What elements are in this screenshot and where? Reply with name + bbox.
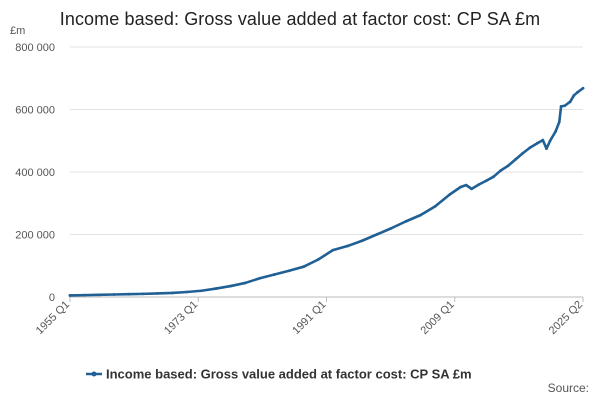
data-point: [545, 147, 548, 150]
y-tick-label: 0: [49, 292, 55, 304]
x-tick-label: 2009 Q1: [419, 299, 457, 337]
data-point: [141, 292, 145, 296]
data-point: [185, 290, 189, 294]
data-point: [514, 158, 517, 161]
data-point: [127, 292, 130, 296]
data-point: [484, 179, 488, 183]
series-layer: [68, 86, 585, 297]
data-point: [273, 273, 276, 276]
data-point: [563, 104, 567, 108]
data-point: [360, 239, 364, 243]
data-point: [346, 244, 349, 248]
x-tick-label: 1991 Q1: [290, 299, 328, 337]
data-point: [459, 185, 463, 189]
source-label: Source:: [547, 381, 589, 395]
data-point: [576, 90, 579, 94]
data-point: [404, 219, 408, 223]
data-point: [83, 293, 87, 297]
data-point: [581, 86, 585, 90]
x-tick-label: 1955 Q1: [34, 299, 72, 337]
data-point: [528, 146, 532, 150]
data-point: [448, 193, 452, 196]
data-point: [492, 175, 495, 179]
grid-layer: [70, 46, 583, 298]
data-point: [470, 187, 474, 191]
data-point: [389, 226, 393, 230]
data-point: [433, 204, 437, 208]
data-point: [243, 281, 247, 285]
data-point: [375, 233, 379, 236]
data-point: [112, 293, 116, 296]
data-point: [477, 183, 481, 186]
data-point: [541, 138, 545, 142]
x-tick-label: 2025 Q2: [547, 299, 585, 337]
series-line: [68, 86, 585, 297]
legend-swatch-marker: [91, 371, 97, 377]
data-point: [572, 94, 576, 97]
data-point: [68, 294, 72, 297]
data-point: [97, 293, 101, 297]
legend-label[interactable]: Income based: Gross value added at facto…: [106, 367, 472, 382]
data-point: [287, 269, 291, 273]
axis-layer: 0 200 000 400 000 600 000 800 000 1955 Q1 1973…: [15, 42, 585, 337]
data-point: [214, 287, 218, 290]
data-point: [302, 265, 306, 269]
data-point: [535, 141, 539, 145]
y-tick-label: 800 000: [15, 42, 55, 54]
data-point: [521, 151, 525, 155]
data-point: [229, 284, 233, 288]
legend-layer: Income based: Gross value added at facto…: [86, 367, 472, 382]
data-point: [559, 104, 563, 108]
y-tick-label: 400 000: [15, 167, 55, 179]
data-point: [170, 291, 174, 295]
y-tick-label: 200 000: [15, 230, 55, 242]
data-point: [200, 289, 203, 293]
data-point: [499, 169, 503, 172]
data-point: [419, 213, 422, 217]
x-tick-label: 1973 Q1: [162, 299, 200, 337]
data-point: [258, 276, 262, 280]
y-axis-unit-label: £m: [10, 25, 26, 37]
data-point: [156, 292, 160, 295]
data-point: [554, 129, 558, 133]
data-point: [568, 100, 572, 104]
y-tick-label: 600 000: [15, 105, 55, 117]
chart-title: Income based: Gross value added at facto…: [59, 9, 541, 29]
data-point: [506, 164, 510, 168]
data-point: [548, 139, 552, 143]
data-point: [464, 183, 468, 187]
data-point: [557, 120, 561, 124]
data-point: [331, 248, 335, 252]
data-point: [316, 258, 320, 261]
